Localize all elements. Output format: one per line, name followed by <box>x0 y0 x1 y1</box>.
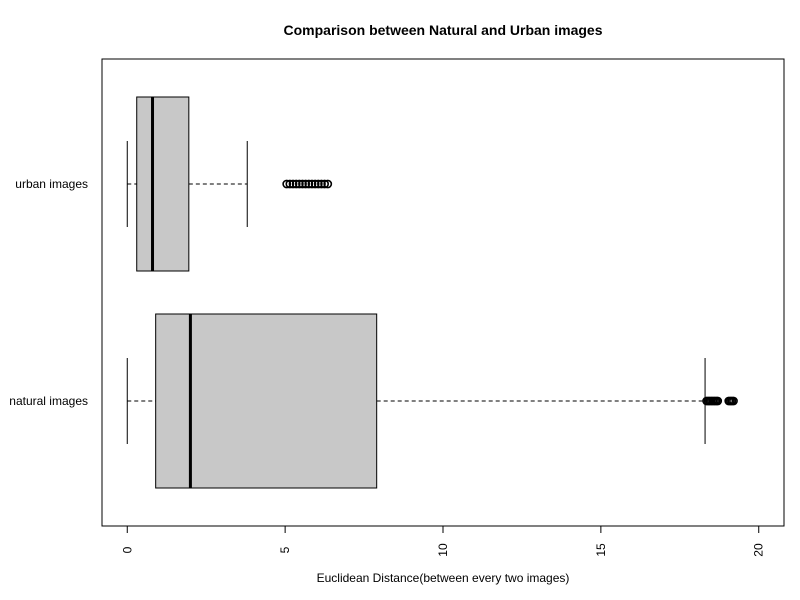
x-axis-label: Euclidean Distance(between every two ima… <box>317 571 570 585</box>
outlier-point <box>294 179 304 189</box>
y-axis-labels: natural images urban images <box>9 177 88 408</box>
outlier-point <box>320 179 329 189</box>
outlier-point <box>301 179 311 189</box>
x-axis: 0 5 10 15 20 <box>120 525 766 557</box>
outlier-point <box>307 179 317 189</box>
x-tick-label: 5 <box>278 546 292 553</box>
outlier-point <box>310 179 320 189</box>
x-tick-label: 0 <box>120 546 134 553</box>
outlier-point <box>713 396 723 406</box>
outlier-point <box>285 179 295 189</box>
boxes-layer <box>126 96 738 489</box>
outlier-point <box>288 179 298 189</box>
outlier-point <box>291 179 301 189</box>
outlier-point <box>729 396 738 406</box>
iqr-box <box>136 96 190 272</box>
box-group-natural-images <box>126 313 738 489</box>
outlier-point <box>313 179 323 189</box>
outlier-point <box>323 179 333 189</box>
outlier-point <box>317 179 326 189</box>
box-group-urban-images <box>126 96 333 272</box>
x-tick-label: 15 <box>594 543 608 557</box>
y-category-label: urban images <box>15 177 88 191</box>
outlier-point <box>298 179 307 189</box>
chart-title: Comparison between Natural and Urban ima… <box>284 22 603 38</box>
outlier-point <box>304 179 314 189</box>
outlier-point <box>282 179 292 189</box>
x-tick-label: 20 <box>752 543 766 557</box>
iqr-box <box>155 313 378 489</box>
y-category-label: natural images <box>9 394 88 408</box>
x-tick-label: 10 <box>436 543 450 557</box>
